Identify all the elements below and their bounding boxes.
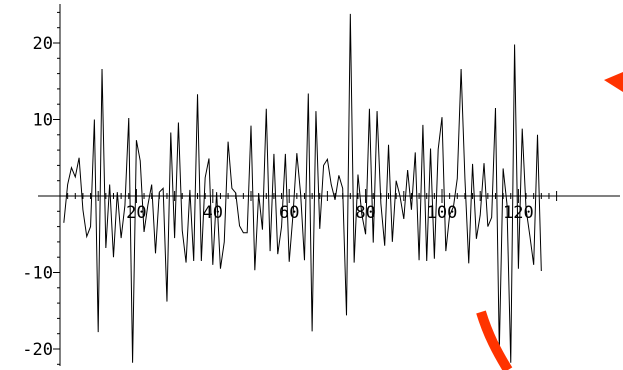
y-tick-label: -10 (22, 264, 53, 284)
y-tick-label: -20 (22, 340, 53, 360)
x-tick-label: 60 (279, 203, 299, 223)
series-line (63, 13, 542, 363)
x-tick-label: 80 (355, 203, 375, 223)
y-tick-label: 10 (33, 111, 53, 131)
red-arrowhead-annotation (604, 72, 623, 92)
red-curve-annotation (476, 310, 513, 370)
y-tick-label: 20 (33, 34, 53, 54)
x-tick-label: 20 (126, 203, 146, 223)
x-tick-label: 40 (203, 203, 223, 223)
x-tick-label: 120 (503, 203, 534, 223)
x-tick-label: 100 (427, 203, 458, 223)
